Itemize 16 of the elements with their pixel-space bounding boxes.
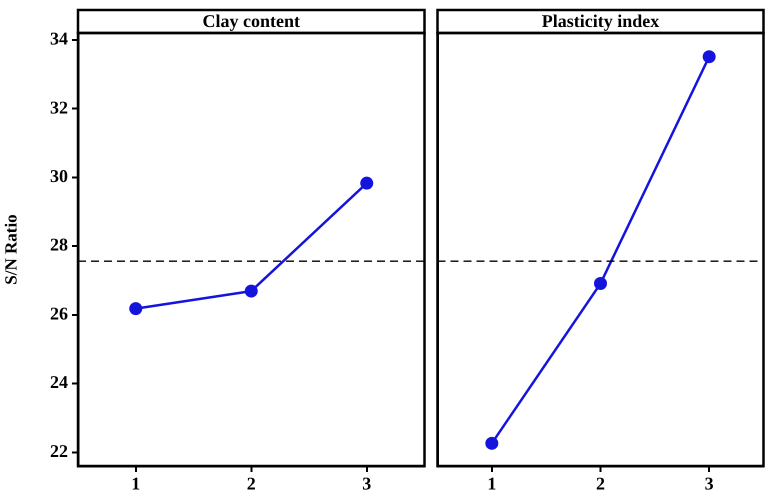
y-tick-label: 28 [50, 234, 68, 255]
y-tick-label: 26 [50, 303, 68, 324]
y-tick-label: 32 [50, 97, 68, 118]
y-tick-label: 22 [50, 440, 68, 461]
y-tick-label: 30 [50, 166, 68, 186]
x-tick-label: 3 [704, 473, 714, 494]
y-tick-label: 34 [50, 28, 68, 49]
x-tick-label: 2 [246, 473, 256, 494]
y-axis-title: S/N Ratio [2, 214, 21, 285]
x-tick-label: 1 [487, 473, 496, 494]
chart-title: Clay content [202, 11, 300, 32]
chart-title: Plasticity index [542, 11, 660, 32]
x-tick-label: 3 [362, 473, 372, 494]
x-tick-label: 1 [131, 473, 140, 494]
x-tick-label: 2 [596, 473, 605, 494]
y-tick-label: 24 [50, 372, 68, 392]
